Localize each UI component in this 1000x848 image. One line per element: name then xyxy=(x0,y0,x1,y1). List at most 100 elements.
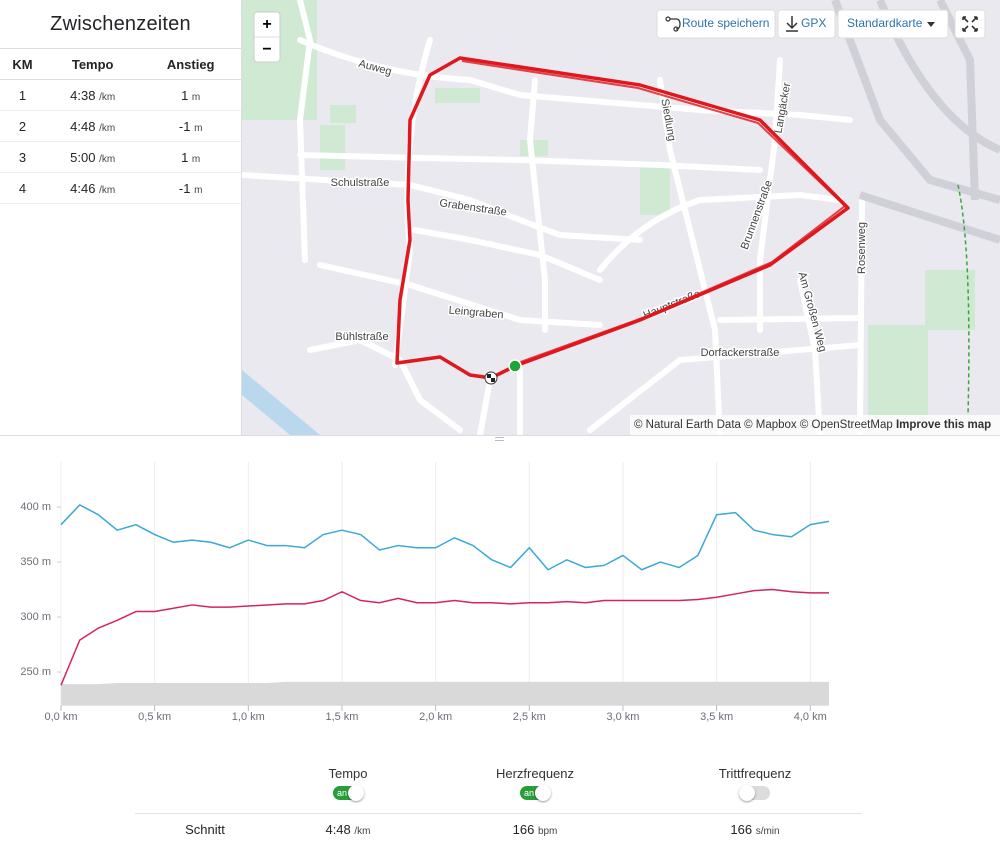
summary-cell: 166 bpm xyxy=(455,822,615,837)
tempo-cell: 4:38 /km xyxy=(45,79,141,111)
tempo-value: 4:38 xyxy=(70,87,96,103)
tempo-unit: /km xyxy=(99,91,116,103)
toggle: Tempo an xyxy=(268,766,428,801)
summary-value: 4:48 xyxy=(325,822,351,837)
street-label: Bühlstraße xyxy=(335,331,388,343)
climb-value: -1 xyxy=(178,118,191,134)
route-overlap xyxy=(461,60,847,365)
path xyxy=(957,184,970,416)
split-row: 2 4:48 /km -1 m xyxy=(0,110,241,142)
attribution-bg xyxy=(630,415,1000,435)
tempo-unit: /km xyxy=(99,122,116,134)
map-style-dropdown[interactable]: Standardkarte xyxy=(847,16,923,30)
street-label: Rosenweg xyxy=(856,222,868,274)
area-series xyxy=(61,681,829,705)
toggle-knob xyxy=(348,785,364,801)
zoom-out[interactable]: − xyxy=(262,41,271,58)
gpx-button[interactable]: GPX xyxy=(801,16,826,30)
summary-value: 166 xyxy=(730,822,753,837)
toggle-switch[interactable] xyxy=(739,785,770,801)
summary-cell: 4:48 /km xyxy=(268,822,428,837)
tempo-cell: 5:00 /km xyxy=(45,141,141,173)
summary-separator xyxy=(135,813,862,814)
tempo-cell: 4:46 /km xyxy=(45,172,141,204)
streets xyxy=(242,0,865,435)
x-tick-label: 2,0 km xyxy=(419,711,452,723)
panel-title: Zwischenzeiten xyxy=(50,13,191,35)
zoom-in[interactable]: + xyxy=(262,16,271,33)
street-label: Dorfackerstraße xyxy=(701,347,780,359)
toggle-label: Trittfrequenz xyxy=(718,766,792,781)
map[interactable]: AuwegSchulstraßeGrabenstraßeLeingrabenBü… xyxy=(242,0,1000,435)
splits-table: KM Tempo Anstieg 1 4:38 /km 1 m 2 4:48 /km -1… xyxy=(0,48,241,204)
resize-handle[interactable] xyxy=(0,435,1000,446)
climb-value: 1 xyxy=(181,149,189,165)
column-header: Tempo xyxy=(45,48,141,80)
attribution: © Natural Earth Data © Mapbox © OpenStre… xyxy=(634,419,991,431)
toggle-state: an xyxy=(524,788,535,798)
finish-marker xyxy=(484,371,498,385)
summary-cell: 166 s/min xyxy=(675,822,835,837)
profile-chart: 0,0 km 0,5 km 1,0 km 1,5 km 2,0 km 2,5 km 3,0 … xyxy=(20,462,830,723)
toggle-switch[interactable]: an xyxy=(520,785,551,801)
split-row: 1 4:38 /km 1 m xyxy=(0,79,241,111)
toggle-label: Tempo xyxy=(328,766,368,781)
climb-value: -1 xyxy=(178,180,191,196)
x-tick-label: 3,5 km xyxy=(700,711,733,723)
toggle-knob xyxy=(535,785,551,801)
tempo-unit: /km xyxy=(99,184,116,196)
route xyxy=(395,56,850,380)
tempo-cell: 4:48 /km xyxy=(45,110,141,142)
x-tick-label: 3,0 km xyxy=(606,711,639,723)
toggle: Herzfrequenz an xyxy=(455,766,615,801)
toggle: Trittfrequenz xyxy=(675,766,835,803)
line-series xyxy=(60,504,830,571)
climb-cell: 1 m xyxy=(140,141,241,173)
climb-value: 1 xyxy=(181,87,189,103)
splits-panel: Zwischenzeiten KM Tempo Anstieg 1 4:38 /k… xyxy=(0,0,242,435)
improve-map-link[interactable]: Improve this map xyxy=(896,419,991,431)
zoom-control: + − xyxy=(253,11,281,63)
summary-label: Schnitt xyxy=(185,822,225,837)
x-tick-label: 1,0 km xyxy=(232,711,265,723)
toggle-state: an xyxy=(337,788,348,798)
climb-unit: m xyxy=(191,153,201,165)
fullscreen-button[interactable] xyxy=(962,16,978,32)
km-cell: 2 xyxy=(0,110,46,142)
summary-unit: bpm xyxy=(537,826,558,837)
attribution-text: © Natural Earth Data © Mapbox © OpenStre… xyxy=(634,419,893,431)
tempo-value: 5:00 xyxy=(70,149,96,165)
y-tick-label: 300 m xyxy=(20,611,51,623)
toggle-label: Herzfrequenz xyxy=(495,766,575,781)
x-tick-label: 4,0 km xyxy=(794,711,827,723)
column-header: Anstieg xyxy=(140,48,241,80)
tempo-unit: /km xyxy=(99,153,116,165)
climb-cell: -1 m xyxy=(140,172,241,204)
km-cell: 4 xyxy=(0,172,46,204)
split-row: 3 5:00 /km 1 m xyxy=(0,141,241,173)
climb-unit: m xyxy=(194,122,203,134)
summary-unit: /km xyxy=(354,826,371,837)
summary-value: 166 xyxy=(512,822,535,837)
save-route-button[interactable]: Route speichern xyxy=(682,16,769,30)
x-tick-label: 0,5 km xyxy=(138,711,171,723)
street-label: Schulstraße xyxy=(331,177,390,189)
km-cell: 1 xyxy=(0,79,46,111)
y-tick-label: 400 m xyxy=(20,501,51,513)
header-row: KM Tempo Anstieg xyxy=(0,48,241,80)
toggle-switch[interactable]: an xyxy=(333,785,364,801)
start-marker xyxy=(508,359,522,373)
river xyxy=(242,370,320,435)
split-row: 4 4:46 /km -1 m xyxy=(0,172,241,204)
climb-unit: m xyxy=(191,91,201,103)
km-cell: 3 xyxy=(0,141,46,173)
x-tick-label: 2,5 km xyxy=(513,711,546,723)
line-series xyxy=(60,588,829,686)
x-tick-label: 0,0 km xyxy=(44,711,77,723)
climb-cell: -1 m xyxy=(140,110,241,142)
x-tick-label: 1,5 km xyxy=(325,711,358,723)
map-toolbar: Route speichern GPX Standardkarte xyxy=(656,9,986,39)
column-header: KM xyxy=(0,48,46,80)
tempo-value: 4:46 xyxy=(70,180,96,196)
